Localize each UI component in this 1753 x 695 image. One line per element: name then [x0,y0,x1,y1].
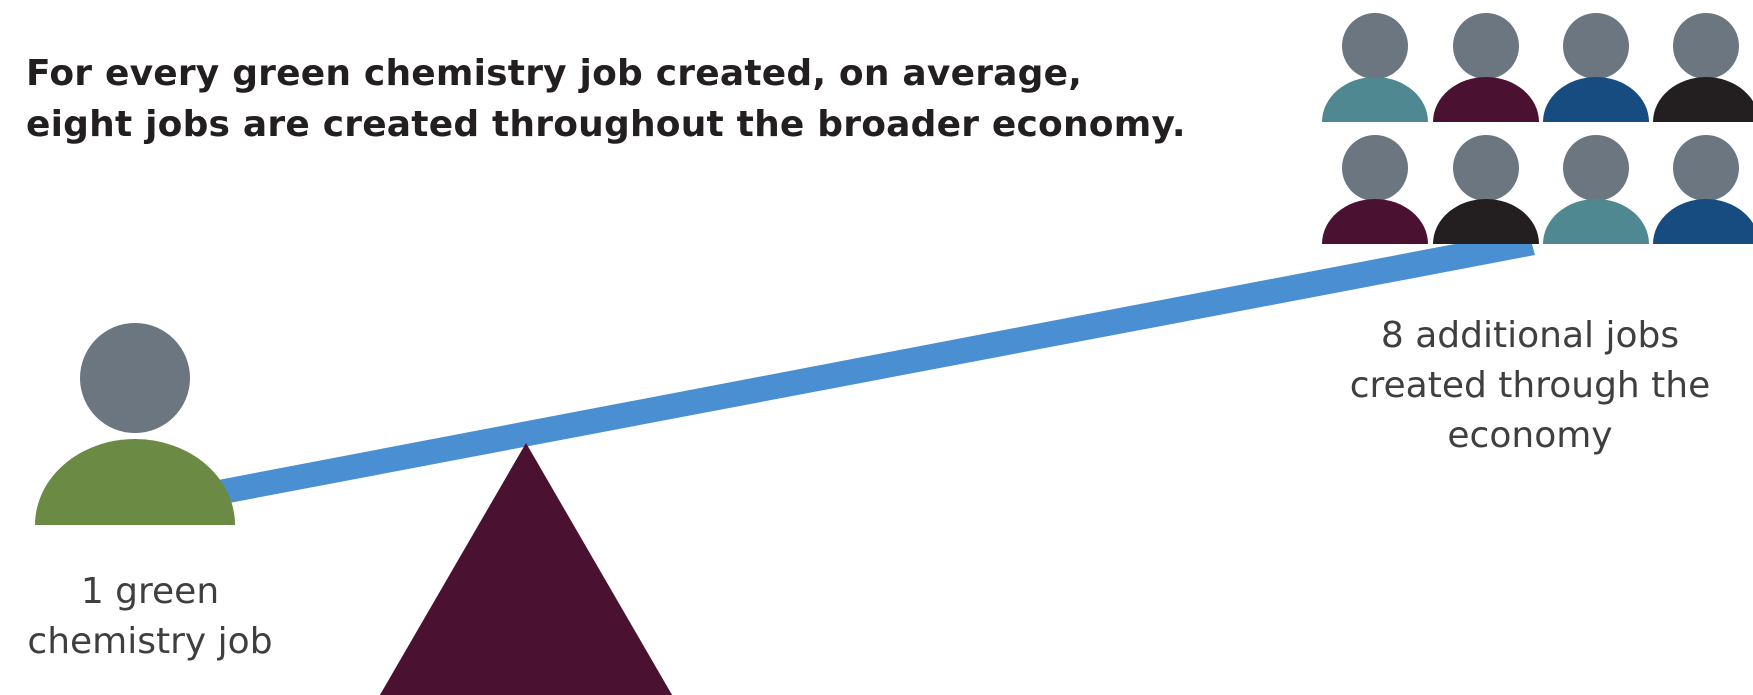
person-head-icon [1563,13,1629,79]
person-icon [1322,13,1428,122]
person-icon [1322,135,1428,244]
person-icon [1653,135,1753,244]
person-head-icon [1342,135,1408,201]
person-icon [1433,13,1539,122]
person-head-icon [1673,135,1739,201]
person-icon [1543,135,1649,244]
additional-jobs-label-line-3: economy [1447,415,1613,456]
person-head-icon [80,323,190,433]
seesaw-beam [192,230,1535,507]
additional-jobs-label: 8 additional jobs created through the ec… [1300,311,1753,461]
person-body-icon [1653,77,1753,122]
person-head-icon [1453,135,1519,201]
single-job-person-icon [35,323,235,525]
seesaw-fulcrum [379,443,673,695]
single-job-label-line-2: chemistry job [27,621,273,662]
person-body-icon [1543,199,1649,244]
person-body-icon [1433,199,1539,244]
eight-jobs-people-group [1322,13,1753,244]
person-head-icon [1563,135,1629,201]
additional-jobs-label-line-1: 8 additional jobs [1380,315,1680,356]
additional-jobs-label-line-2: created through the [1349,365,1711,406]
person-body-icon [1322,77,1428,122]
headline-line-2: eight jobs are created throughout the br… [26,104,1186,145]
person-body-icon [1543,77,1649,122]
person-icon [1543,13,1649,122]
single-job-label-line-1: 1 green [80,571,220,612]
person-icon [1653,13,1753,122]
person-icon [1433,135,1539,244]
person-body-icon [1322,199,1428,244]
person-head-icon [1342,13,1408,79]
person-body-icon [1433,77,1539,122]
headline-text: For every green chemistry job created, o… [26,48,1286,150]
person-body-icon [1653,199,1753,244]
person-body-icon [35,439,235,525]
single-job-label: 1 green chemistry job [0,567,300,667]
headline-line-1: For every green chemistry job created, o… [26,53,1083,94]
person-head-icon [1453,13,1519,79]
person-head-icon [1673,13,1739,79]
